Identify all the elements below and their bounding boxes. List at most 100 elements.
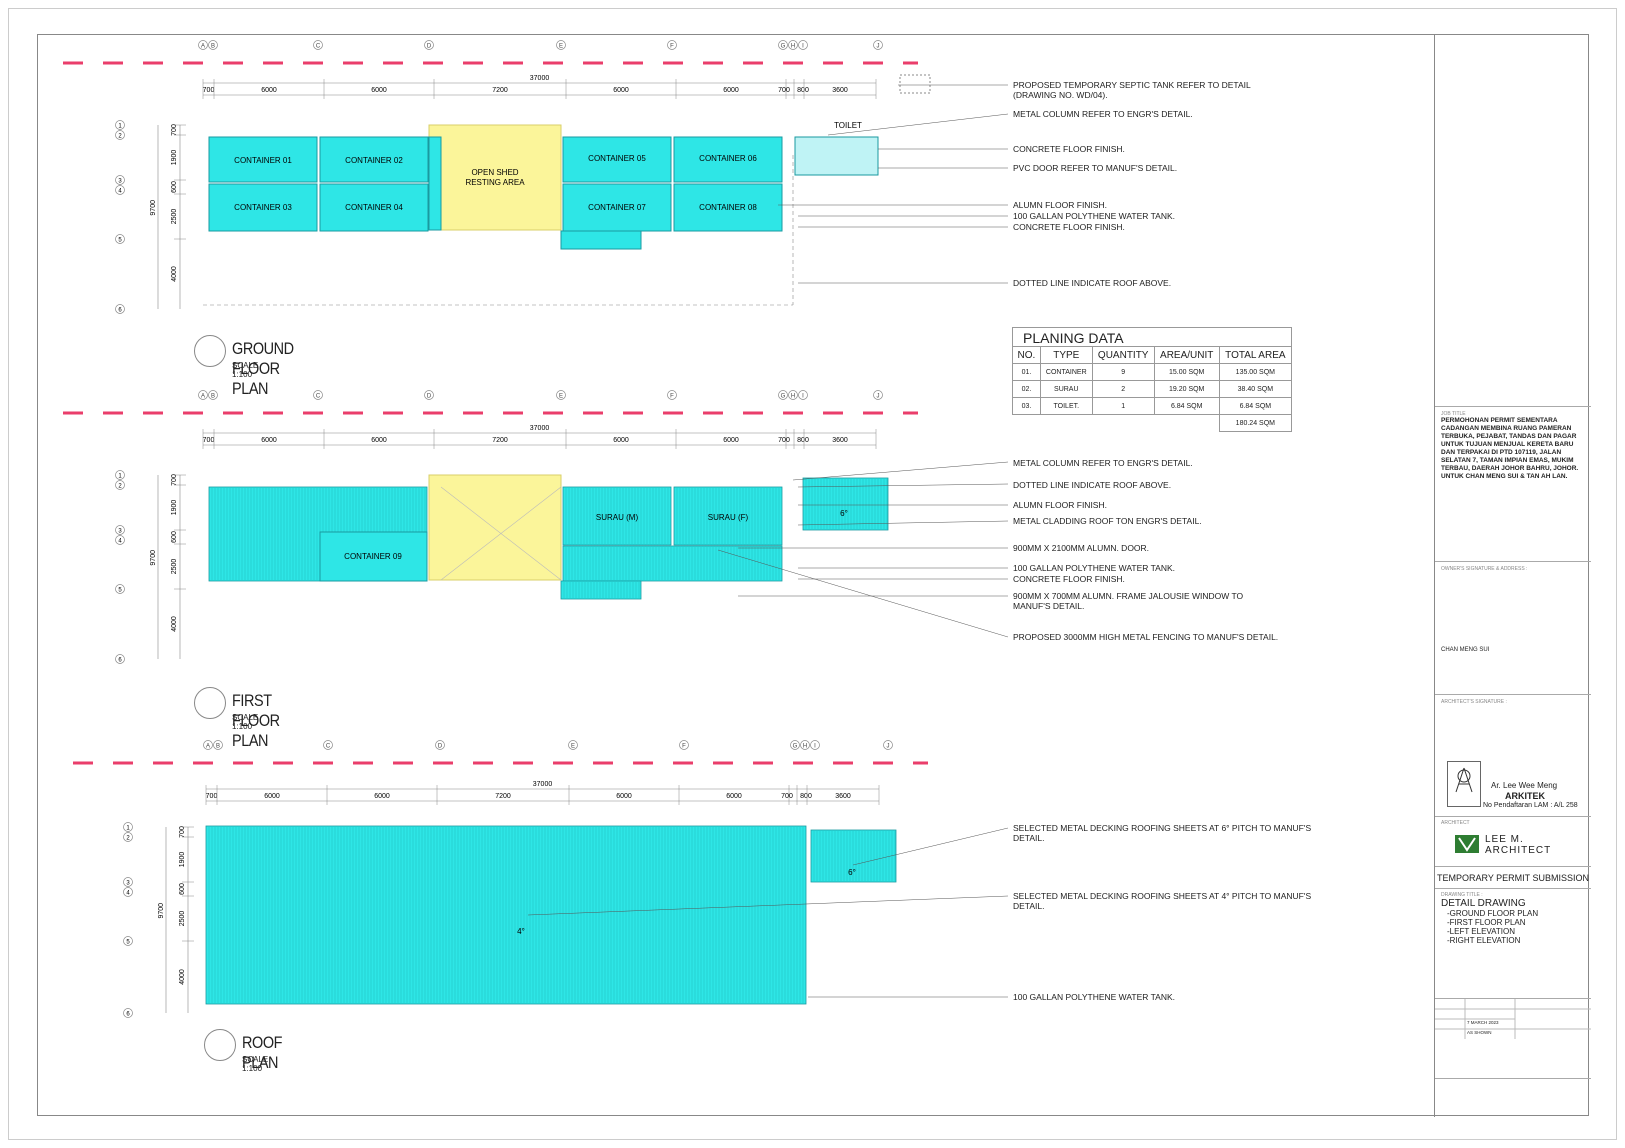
grid-bubble <box>810 740 820 750</box>
leader-line <box>527 895 1009 916</box>
dim-value: 6000 <box>723 87 739 94</box>
grid-number: 5 <box>126 940 130 946</box>
grid-bubble <box>800 740 810 750</box>
grid-bubble <box>778 40 788 50</box>
dim-value-v: 2500 <box>179 911 186 927</box>
ground-floor-plan-title: GROUND FLOOR PLAN <box>232 339 294 398</box>
grid-label: D <box>427 394 432 400</box>
grid-bubble <box>667 390 677 400</box>
roof-pitch: 6° <box>840 509 848 518</box>
cell: 1 <box>1091 397 1155 415</box>
grid-number: 2 <box>126 836 130 842</box>
cell: 6.84 SQM <box>1218 397 1293 415</box>
septic-tank <box>899 74 931 94</box>
grid-number: 3 <box>126 881 130 887</box>
note-roof-4deg: SELECTED METAL DECKING ROOFING SHEETS AT… <box>1013 891 1312 901</box>
grid-bubble <box>213 740 223 750</box>
header-area-unit: AREA/UNIT <box>1153 346 1220 364</box>
dim-total: 37000 <box>530 425 550 432</box>
info-grid-lines <box>1435 999 1591 1039</box>
note-roof-6deg-2: DETAIL. <box>1013 833 1045 843</box>
grid-bubble <box>115 304 125 314</box>
container-box <box>319 183 429 232</box>
container-09 <box>319 531 428 582</box>
owner-section: OWNER'S SIGNATURE & ADDRESS : CHAN MENG … <box>1435 562 1591 695</box>
job-title-text: PERMOHONAN PERMIT SEMENTARA CADANGAN MEM… <box>1441 417 1579 472</box>
container-label: CONTAINER 08 <box>699 203 757 212</box>
grid-label: E <box>559 44 563 50</box>
dim-value: 6000 <box>616 793 632 800</box>
note-metal-column-1f: METAL COLUMN REFER TO ENGR'S DETAIL. <box>1013 458 1193 468</box>
container-label: CONTAINER 02 <box>345 156 403 165</box>
dim-value: 3600 <box>832 437 848 444</box>
dim-value: 6000 <box>371 437 387 444</box>
note-cladding-roof: METAL CLADDING ROOF TON ENGR'S DETAIL. <box>1013 516 1202 526</box>
table-row: 03. TOILET. 1 6.84 SQM 6.84 SQM <box>1012 397 1293 415</box>
grid-bubble <box>679 740 689 750</box>
drawing-item: -LEFT ELEVATION <box>1447 927 1516 936</box>
grid-bubble <box>115 584 125 594</box>
outer-border <box>8 8 1617 1140</box>
grid-label: H <box>791 394 795 400</box>
planing-data-table: NO. TYPE QUANTITY AREA/UNIT TOTAL AREA 0… <box>1012 346 1293 432</box>
planing-data-title: PLANING DATA <box>1012 327 1292 347</box>
roof-plan-scale: SCALE 1:100 <box>242 1055 269 1073</box>
grid-label: A <box>201 44 205 50</box>
grid-label: D <box>427 44 432 50</box>
grid-bubble <box>798 40 808 50</box>
architect-sig-label: ARCHITECT'S SIGNATURE : <box>1441 699 1507 705</box>
dim-value-v: 4000 <box>171 266 178 282</box>
grid-label: E <box>571 744 575 750</box>
front-stair <box>560 230 642 250</box>
north-arrow-icon <box>204 1029 236 1061</box>
dim-value: 3600 <box>835 793 851 800</box>
container-box <box>673 183 783 232</box>
note-jalousie-window-2: MANUF'S DETAIL. <box>1013 601 1085 611</box>
container-label: CONTAINER 05 <box>588 154 646 163</box>
note-concrete-floor-2: CONCRETE FLOOR FINISH. <box>1013 222 1125 232</box>
dim-value-v: 2500 <box>171 209 178 225</box>
grid-bubble <box>198 390 208 400</box>
container-label: CONTAINER 01 <box>234 156 292 165</box>
dim-value: 800 <box>800 793 812 800</box>
note-roof-6deg: SELECTED METAL DECKING ROOFING SHEETS AT… <box>1013 823 1312 833</box>
header-type: TYPE <box>1039 346 1093 364</box>
architect-section: ARCHITECT LEE M. ARCHITECT <box>1435 817 1591 867</box>
container-label: CONTAINER 03 <box>234 203 292 212</box>
grid-bubble <box>667 40 677 50</box>
note-water-tank-1f: 100 GALLAN POLYTHENE WATER TANK. <box>1013 563 1176 573</box>
job-title-label: JOB TITLE <box>1441 411 1466 417</box>
dim-value-v: 1900 <box>179 852 186 868</box>
grid-bubble <box>778 390 788 400</box>
grid-number: 5 <box>118 588 122 594</box>
grid-label: F <box>682 744 686 750</box>
grid-label: I <box>814 744 816 750</box>
toilet-label: TOILET <box>834 121 862 130</box>
dim-overall-v: 9700 <box>158 903 165 919</box>
dim-value: 700 <box>203 87 215 94</box>
dim-value-v: 4000 <box>171 616 178 632</box>
void-diagonal <box>440 486 562 581</box>
grid-bubble <box>556 40 566 50</box>
grid-bubble <box>115 654 125 664</box>
grid-bubble <box>115 525 125 535</box>
first-floor-plan-title: FIRST FLOOR PLAN <box>232 691 280 750</box>
dim-value: 6000 <box>264 793 280 800</box>
grid-bubble <box>873 390 883 400</box>
grid-bubble <box>424 390 434 400</box>
job-title-owner: UNTUK CHAN MENG SUI & TAN AH LAN. <box>1441 473 1568 480</box>
grid-label: I <box>802 44 804 50</box>
surau-label: SURAU (M) <box>596 513 639 522</box>
grid-number: 2 <box>118 134 122 140</box>
grid-bubble <box>313 40 323 50</box>
cell: 6.84 SQM <box>1153 397 1220 415</box>
grid-bubble <box>115 535 125 545</box>
grid-bubble <box>568 740 578 750</box>
grid-label: J <box>877 394 880 400</box>
note-pvc-door: PVC DOOR REFER TO MANUF'S DETAIL. <box>1013 163 1178 173</box>
header-no: NO. <box>1012 346 1041 364</box>
drawing-item: -FIRST FLOOR PLAN <box>1447 918 1526 927</box>
drawing-item: -RIGHT ELEVATION <box>1447 936 1521 945</box>
dim-value-v: 600 <box>171 531 178 543</box>
